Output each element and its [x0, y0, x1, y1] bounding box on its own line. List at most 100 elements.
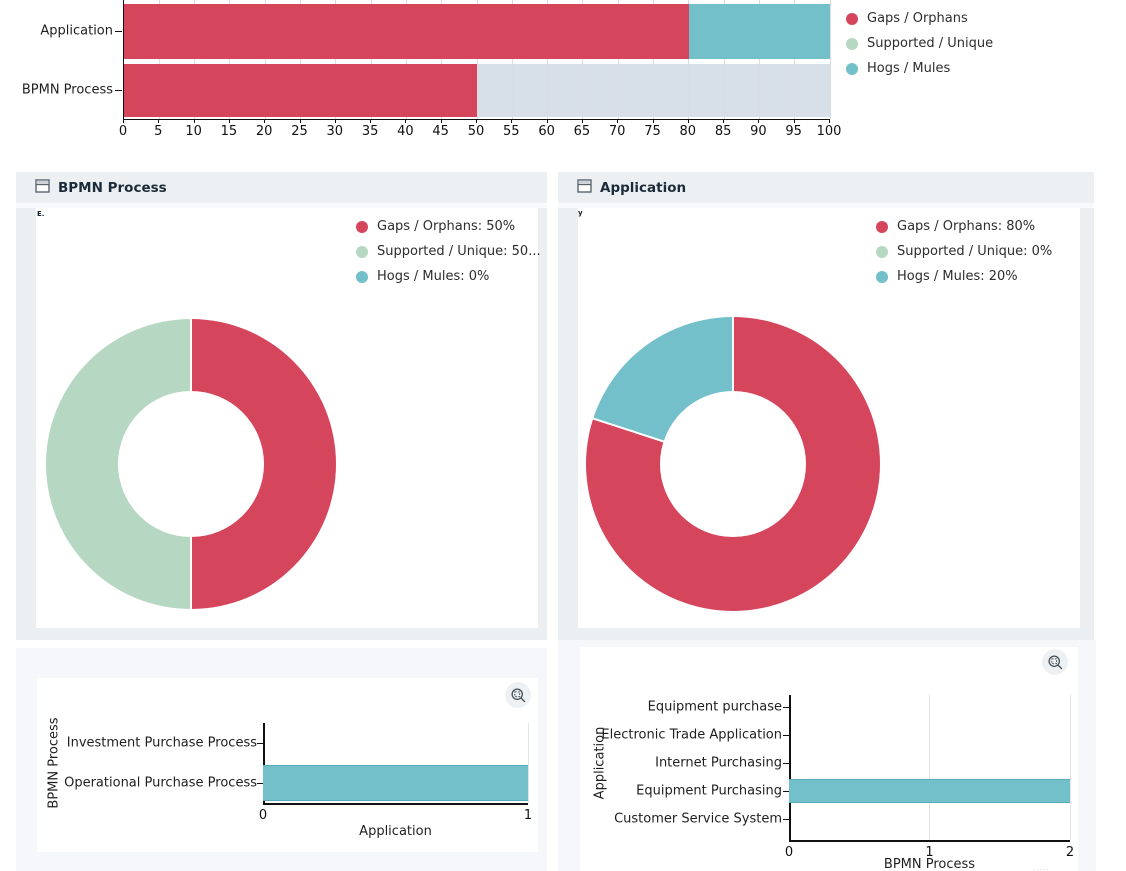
tick-mark — [476, 119, 477, 123]
x-tick-label: 2 — [1065, 845, 1075, 860]
widget-application: Application y Gaps / Orphans: 80% Support… — [558, 172, 1094, 640]
tick-mark — [228, 119, 230, 123]
y-axis-title: BPMN Process — [46, 717, 62, 809]
category-tick — [257, 782, 263, 784]
gridline — [527, 723, 529, 803]
x-tick-label: 35 — [361, 124, 379, 139]
category-tick — [783, 762, 789, 764]
plot-area — [123, 0, 831, 120]
category-label: BPMN Process — [21, 82, 113, 98]
category-label: Electronic Trade Application — [601, 727, 782, 743]
gridline — [653, 0, 654, 119]
legend-item[interactable]: Gaps / Orphans: 50% — [356, 214, 541, 239]
window-icon — [35, 178, 50, 197]
tick-mark — [123, 119, 124, 123]
x-tick-label: 50 — [467, 124, 485, 139]
bar-chart-card: 0 1 2 Equipment purchase Electronic Trade Ap… — [580, 647, 1078, 871]
clipped-text-artifact: y — [578, 209, 583, 217]
legend-label: Supported / Unique: 50... — [377, 244, 541, 259]
x-tick-label: 10 — [185, 124, 202, 139]
x-tick-label: 100 — [816, 124, 842, 139]
x-axis-title: Application — [359, 824, 432, 839]
category-label: Equipment Purchasing — [636, 783, 782, 799]
gridline — [370, 0, 372, 119]
widget-header[interactable]: Application — [558, 172, 1094, 203]
legend-dot-icon — [356, 270, 368, 283]
legend-item[interactable]: Gaps / Orphans — [846, 6, 993, 31]
donut-hole — [118, 391, 264, 537]
legend-item[interactable]: Hogs / Mules: 20% — [876, 264, 1052, 289]
donut-chart-bpmn-process[interactable] — [46, 319, 336, 609]
tick-mark — [581, 119, 583, 123]
x-tick-label: 30 — [326, 124, 344, 139]
y-axis-title: Application — [592, 726, 608, 800]
clipped-text-artifact: E. — [37, 210, 45, 218]
x-tick-label: 55 — [503, 124, 520, 139]
category-tick — [783, 790, 789, 792]
legend-item[interactable]: Gaps / Orphans: 80% — [876, 214, 1052, 239]
x-tick-label: 1 — [925, 845, 934, 860]
donut-hole — [660, 391, 806, 537]
legend-label: Hogs / Mules: 0% — [377, 269, 490, 284]
bar[interactable] — [789, 779, 1070, 803]
x-tick-label: 15 — [220, 124, 238, 139]
gridline — [829, 0, 831, 119]
legend-label: Supported / Unique: 0% — [897, 244, 1053, 259]
x-tick-label: 45 — [432, 124, 449, 139]
tick-mark — [652, 119, 654, 123]
category-label: Customer Service System — [614, 811, 782, 827]
tick-mark — [299, 119, 301, 123]
legend-item[interactable]: Supported / Unique: 50... — [356, 239, 541, 264]
chart-legend: Gaps / Orphans Supported / Unique Hogs / M… — [846, 6, 993, 81]
bar-segment[interactable] — [688, 4, 830, 59]
x-tick-label: 1 — [523, 808, 533, 823]
x-tick-label: 75 — [644, 124, 661, 139]
window-icon — [577, 178, 592, 197]
portfolio-overview-stacked-bar-chart: Application BPMN Process 0 5 10 15 20 25 30 35 40… — [0, 0, 1126, 150]
tick-mark — [370, 119, 372, 123]
legend-item[interactable]: Supported / Unique — [846, 31, 993, 56]
category-tick — [257, 742, 263, 744]
category-tick — [783, 734, 789, 736]
bar-segment[interactable] — [124, 4, 689, 59]
bar[interactable] — [263, 765, 528, 801]
gridline — [1069, 695, 1071, 840]
gridline — [511, 0, 513, 119]
legend-item[interactable]: Hogs / Mules: 0% — [356, 264, 541, 289]
bar-segment[interactable] — [124, 64, 477, 117]
widget-title: BPMN Process — [58, 179, 167, 196]
legend-label: Gaps / Orphans: 80% — [897, 219, 1036, 234]
widget-header[interactable]: BPMN Process — [16, 172, 547, 203]
legend-dot-icon — [876, 220, 888, 233]
box-zoom-icon — [1047, 654, 1062, 669]
tick-mark — [829, 119, 830, 123]
tick-mark — [617, 119, 619, 123]
y-axis-line — [789, 695, 791, 840]
gridline — [405, 0, 407, 119]
legend-label: Gaps / Orphans: 50% — [377, 219, 516, 234]
gridline — [547, 0, 549, 119]
box-zoom-button[interactable] — [1042, 649, 1068, 675]
x-tick-label: 70 — [608, 124, 626, 139]
legend-dot-icon — [876, 270, 888, 283]
bar-chart: 0 1 2 Equipment purchase Electronic Trade Ap… — [580, 647, 1078, 871]
tick-mark — [511, 119, 513, 123]
tick-mark — [758, 119, 760, 123]
donut-chart-card: y Gaps / Orphans: 80% Supported / Unique:… — [578, 208, 1080, 628]
box-zoom-button[interactable] — [505, 682, 531, 708]
tick-mark — [687, 119, 689, 123]
tick-mark — [405, 119, 407, 123]
box-zoom-icon — [510, 687, 525, 702]
legend-item[interactable]: Supported / Unique: 0% — [876, 239, 1052, 264]
bar-chart: 0 1 Investment Purchase Process Operational… — [37, 678, 538, 852]
donut-chart-application[interactable] — [586, 317, 880, 611]
gridline — [158, 0, 160, 119]
category-label: Application — [40, 23, 113, 39]
category-axis: Application BPMN Process — [0, 0, 113, 119]
gridline — [617, 0, 619, 119]
x-axis-line — [789, 840, 1070, 842]
category-label: Equipment purchase — [647, 699, 782, 715]
y-axis-line — [263, 723, 265, 803]
legend-dot-icon — [356, 245, 368, 258]
legend-item[interactable]: Hogs / Mules — [846, 56, 993, 81]
